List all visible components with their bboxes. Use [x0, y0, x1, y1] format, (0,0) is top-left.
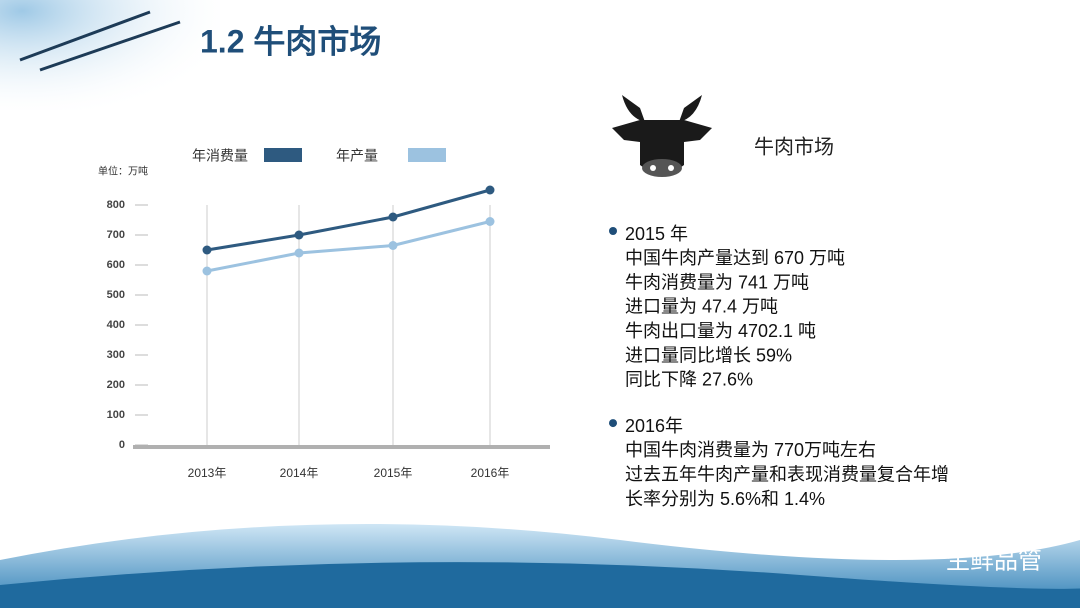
info-heading: 牛肉市场	[754, 135, 834, 158]
legend-swatch	[264, 148, 302, 162]
y-tick-label: 700	[107, 229, 125, 241]
watermark: 生鲜品管	[946, 547, 1042, 574]
legend-label: 年产量	[336, 148, 378, 164]
info-line: 中国牛肉消费量为 770万吨左右	[625, 440, 876, 460]
legend-label: 年消费量	[192, 148, 248, 164]
data-point	[202, 266, 212, 276]
info-line: 中国牛肉产量达到 670 万吨	[625, 248, 845, 268]
y-tick-label: 400	[107, 319, 125, 331]
data-point	[485, 217, 495, 226]
bullet-dot	[609, 419, 617, 428]
y-tick-label: 0	[119, 439, 125, 451]
info-line: 2016年	[625, 416, 683, 436]
slide-title: 1.2 牛肉市场	[200, 23, 381, 59]
chart: 单位：万吨 0 100 200 300 400 500 600 700 800 2013年 2014年…	[98, 148, 550, 480]
y-tick-label: 500	[107, 289, 125, 301]
y-tick-label: 300	[107, 349, 125, 361]
arrows	[19, 10, 181, 72]
info-line: 牛肉出口量为 4702.1 吨	[625, 321, 816, 341]
series-line	[206, 220, 491, 273]
info-line: 同比下降 27.6%	[625, 370, 753, 390]
y-axis-label: 单位：万吨	[98, 165, 148, 178]
data-point	[388, 241, 398, 250]
info-line: 进口量为 47.4 万吨	[625, 297, 778, 317]
x-tick-label: 2014年	[280, 466, 319, 480]
y-tick-label: 600	[107, 259, 125, 271]
info-line: 过去五年牛肉产量和表现消费量复合年增	[625, 464, 949, 484]
data-point	[388, 212, 398, 222]
data-point	[202, 245, 212, 255]
info-line: 进口量同比增长 59%	[625, 345, 792, 365]
info-line: 长率分别为 5.6%和 1.4%	[625, 489, 825, 509]
data-point	[294, 248, 304, 258]
y-tick-label: 200	[107, 379, 125, 391]
data-point	[485, 185, 495, 195]
x-tick-label: 2016年	[471, 466, 510, 480]
series-line	[206, 188, 491, 252]
bullet-dot	[609, 227, 617, 235]
cow-icon	[612, 95, 712, 177]
data-point	[294, 230, 304, 240]
x-tick-label: 2015年	[374, 466, 413, 480]
x-tick-label: 2013年	[188, 466, 227, 480]
info-line: 牛肉消费量为 741 万吨	[625, 272, 809, 292]
y-tick-label: 100	[107, 409, 125, 421]
y-tick-label: 800	[107, 199, 125, 211]
legend-swatch	[408, 148, 446, 162]
bottom-wave-dark	[0, 562, 1080, 608]
info-line: 2015 年	[625, 224, 688, 244]
